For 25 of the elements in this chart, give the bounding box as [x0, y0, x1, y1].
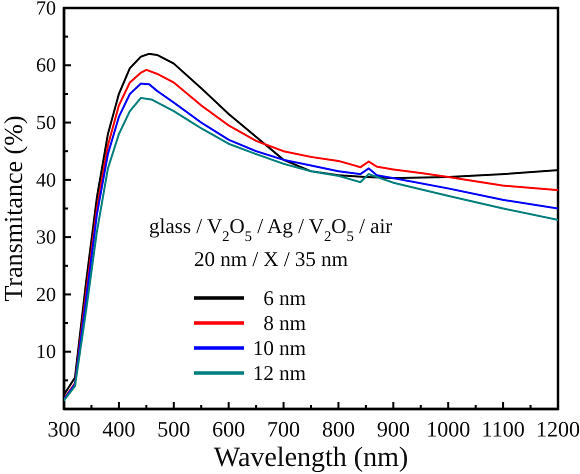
x-tick-label: 800 [322, 416, 355, 442]
legend-label: 6 nm [263, 286, 306, 310]
text: glass / V$_{2}$O$_{5}$ / Ag / V$_{2}$O$_{5}$ / air [149, 214, 392, 245]
x-tick-label: 500 [157, 416, 190, 442]
x-tick-label: 900 [376, 416, 410, 442]
y-tick-label: 20 [36, 284, 56, 306]
x-tick-label: 400 [102, 416, 136, 442]
legend-label: 12 nm [252, 361, 306, 385]
x-tick-label: 300 [48, 416, 80, 442]
y-tick-label: 10 [36, 341, 56, 364]
y-tick-label: 60 [36, 54, 56, 77]
x-tick-label: 600 [212, 416, 246, 442]
annotation: 20 nm / X / 35 nm [194, 247, 348, 271]
legend-label: 10 nm [252, 336, 306, 360]
legend-label: 8 nm [263, 311, 306, 335]
y-tick-label: 50 [36, 112, 56, 134]
x-tick-label: 1100 [482, 416, 525, 442]
y-axis-title: Transmitance (%) [0, 115, 28, 302]
y-tick-label: 70 [36, 0, 56, 20]
x-tick-label: 1000 [426, 416, 470, 442]
x-tick-label: 1200 [536, 416, 580, 442]
x-tick-label: 700 [267, 416, 300, 442]
y-tick-label: 40 [36, 169, 56, 192]
y-tick-label: 30 [36, 226, 56, 249]
x-axis-title: Wavelength (nm) [214, 442, 408, 473]
